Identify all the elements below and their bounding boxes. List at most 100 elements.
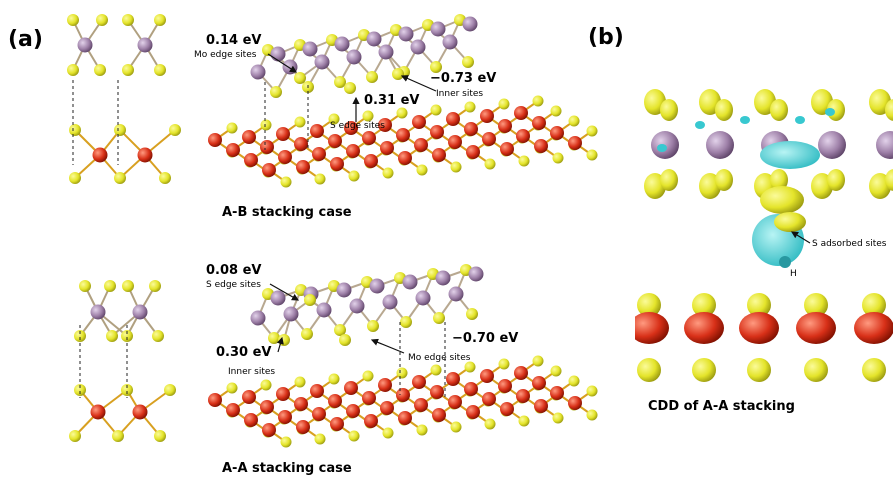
energy-label: −0.70 eV: [452, 331, 518, 346]
atom: [446, 112, 460, 126]
atom: [301, 328, 313, 340]
atom: [294, 376, 306, 388]
atom: [242, 390, 256, 404]
atom: [448, 286, 464, 302]
atom: [378, 118, 392, 132]
cdd-element: [660, 169, 678, 191]
cdd-element: [862, 358, 886, 382]
atom: [262, 163, 276, 177]
atom: [67, 64, 79, 76]
cdd-element: [804, 293, 828, 317]
atom: [154, 430, 166, 442]
atom: [382, 167, 394, 179]
atom: [312, 407, 326, 421]
atom: [244, 153, 258, 167]
cdd-element: [747, 293, 771, 317]
atom: [250, 310, 266, 326]
atom: [260, 400, 274, 414]
atom: [302, 41, 318, 57]
atom: [514, 366, 528, 380]
atom: [468, 266, 484, 282]
atom: [294, 116, 306, 128]
atom: [430, 364, 442, 376]
cdd-element: [660, 99, 678, 121]
atom: [106, 330, 118, 342]
atom: [366, 31, 382, 47]
atom: [518, 415, 530, 427]
arrow: [276, 336, 284, 353]
atom: [121, 384, 133, 396]
atom: [380, 401, 394, 415]
atom: [104, 280, 116, 292]
energy-label: 0.31 eV: [364, 93, 419, 108]
atom: [410, 39, 426, 55]
cdd-element: [692, 358, 716, 382]
atom: [484, 418, 496, 430]
atom: [382, 294, 398, 310]
atom: [498, 98, 510, 110]
atom: [396, 388, 410, 402]
cdd-element: [854, 312, 893, 344]
cdd-element: [885, 169, 893, 191]
atom: [77, 37, 93, 53]
cdd-element: [715, 169, 733, 191]
atom: [344, 82, 356, 94]
atom: [362, 110, 374, 122]
atom: [314, 173, 326, 185]
cdd-element: [885, 99, 893, 121]
atom: [270, 86, 282, 98]
site-label: Inner sites: [228, 367, 275, 377]
atom: [226, 382, 238, 394]
arrow: [267, 53, 298, 73]
atom: [276, 387, 290, 401]
atom: [412, 375, 426, 389]
atom: [568, 115, 580, 127]
atom: [362, 370, 374, 382]
atom: [208, 393, 222, 407]
panel-label: (b): [588, 25, 624, 50]
cdd-element: [740, 116, 750, 124]
atom: [550, 365, 562, 377]
cdd-element: [635, 312, 669, 344]
cdd-element: [692, 293, 716, 317]
atom: [244, 413, 258, 427]
atom: [262, 423, 276, 437]
atom: [378, 378, 392, 392]
atom: [328, 134, 342, 148]
atom: [416, 424, 428, 436]
site-label: S adsorbed sites: [812, 239, 887, 249]
atom: [435, 270, 451, 286]
cdd-element: [795, 116, 805, 124]
atom: [532, 116, 546, 130]
atom: [462, 56, 474, 68]
atom: [336, 282, 352, 298]
atom: [310, 124, 324, 138]
atom: [270, 46, 286, 62]
atom: [304, 294, 316, 306]
atom: [586, 409, 598, 421]
atom: [132, 304, 148, 320]
atom: [122, 14, 134, 26]
atom: [334, 36, 350, 52]
atom: [137, 37, 153, 53]
atom: [339, 334, 351, 346]
atom: [400, 316, 412, 328]
atom: [149, 280, 161, 292]
atom: [362, 391, 376, 405]
atom: [280, 436, 292, 448]
atom: [154, 64, 166, 76]
atom: [270, 290, 286, 306]
atom: [466, 405, 480, 419]
atom: [396, 107, 408, 119]
atom: [514, 106, 528, 120]
atom: [330, 157, 344, 171]
atom: [392, 68, 404, 80]
cdd-element: [747, 358, 771, 382]
atom: [366, 71, 378, 83]
atom: [586, 149, 598, 161]
atom: [414, 398, 428, 412]
atom: [296, 160, 310, 174]
atom: [367, 320, 379, 332]
atom: [314, 433, 326, 445]
atom: [294, 137, 308, 151]
